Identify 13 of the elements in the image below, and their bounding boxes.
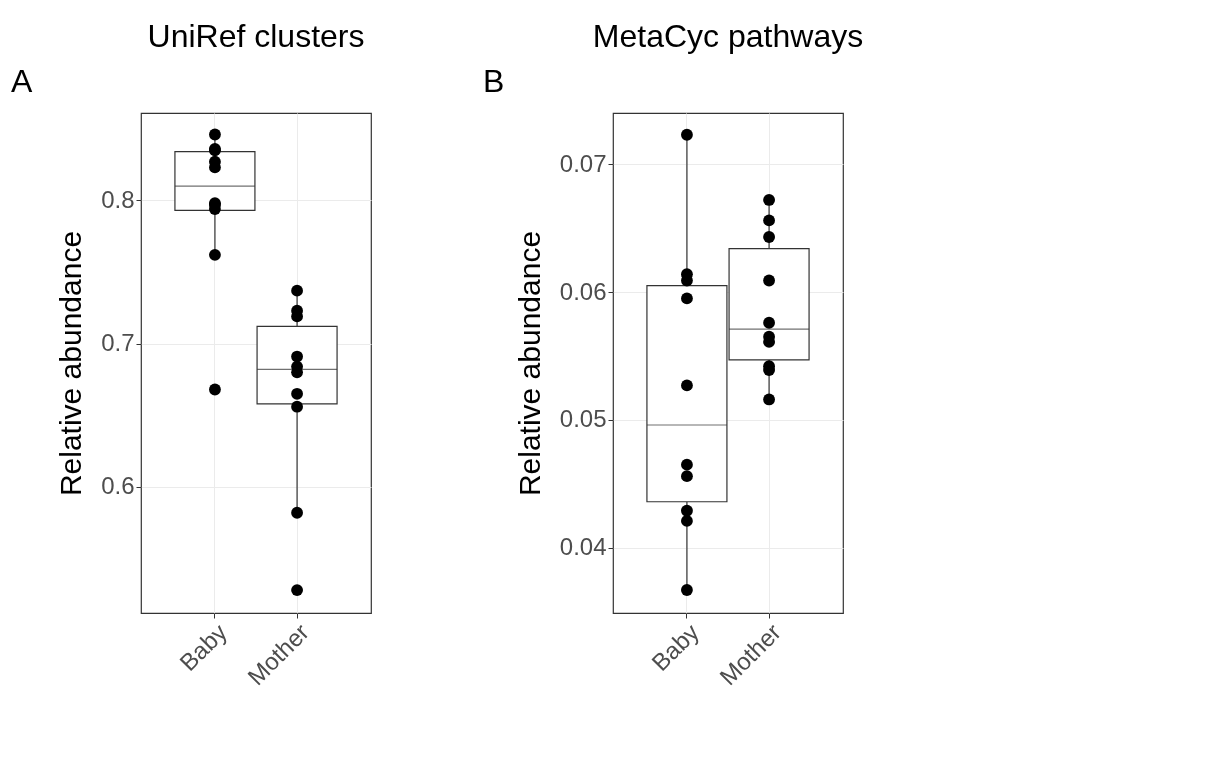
y-tick-label: 0.7 xyxy=(101,329,135,357)
y-tick-label: 0.6 xyxy=(101,472,135,500)
text: A xyxy=(11,63,33,99)
chart-title: UniRef clusters xyxy=(147,18,365,54)
y-axis-title: Relative abundance xyxy=(512,230,546,497)
y-tick-label: 0.06 xyxy=(559,277,607,305)
y-tick-label: 0.8 xyxy=(101,185,135,213)
chart-title: MetaCyc pathways xyxy=(592,18,864,54)
y-axis-title: Relative abundance xyxy=(54,230,88,497)
y-tick-label: 0.04 xyxy=(559,533,607,561)
text: B xyxy=(483,63,505,99)
y-tick-label: 0.05 xyxy=(559,405,607,433)
y-tick-label: 0.07 xyxy=(559,149,607,177)
